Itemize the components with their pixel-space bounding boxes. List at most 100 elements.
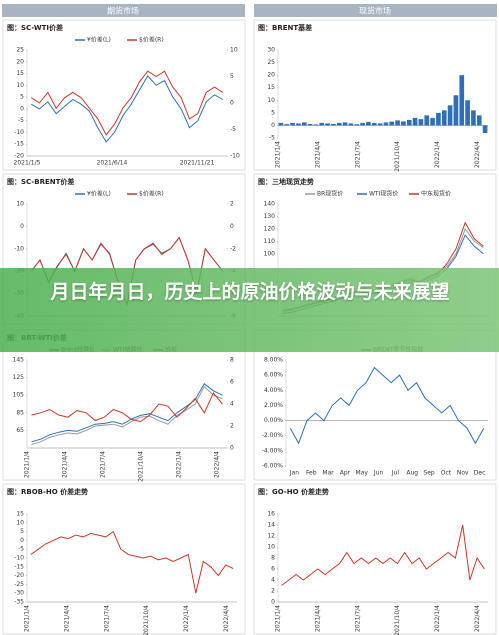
- bar: [319, 122, 325, 126]
- line-series: [30, 75, 224, 143]
- x-tick-label: Feb: [306, 470, 317, 477]
- y-tick-label: 10: [267, 97, 275, 104]
- y-tick-label: 10: [16, 519, 24, 526]
- y-tick-label: 10: [16, 82, 24, 89]
- y-tick-label: -5: [18, 117, 24, 124]
- y-tick-label: 16: [267, 511, 275, 518]
- y-tick-label: 5: [20, 94, 24, 101]
- y-tick-label: 10: [267, 544, 275, 551]
- line-series: [289, 366, 485, 445]
- y-tick-label: 0: [271, 122, 275, 129]
- y-tick-label: -25: [14, 581, 24, 588]
- y-tick-label: 120: [264, 225, 276, 232]
- y-tick-label: 15: [267, 84, 275, 91]
- panel: [2, 19, 246, 171]
- y-tick-label: 5: [20, 528, 24, 535]
- y-tick-label: 130: [264, 213, 276, 220]
- bar: [395, 120, 400, 126]
- bar: [465, 100, 470, 126]
- y-tick-label: -30: [14, 590, 24, 597]
- x-tick-label: Sep: [423, 470, 435, 477]
- x-tick-label: 2021/1/5: [14, 160, 41, 167]
- y-tick-label: 140: [264, 201, 276, 208]
- x-tick-label: 2021/1/4: [24, 605, 31, 632]
- y2-tick-label: -10: [230, 153, 240, 160]
- line-series: [31, 392, 223, 423]
- y-tick-label: -2.00%: [262, 432, 284, 439]
- bar: [383, 122, 389, 126]
- x-tick-label: 2021/7/4: [354, 141, 361, 168]
- y-tick-label: 15: [16, 511, 24, 518]
- bar: [453, 95, 459, 126]
- bar: [313, 124, 319, 126]
- bar: [278, 122, 284, 126]
- x-tick-label: 2022/1/4: [434, 605, 441, 632]
- panel: [253, 19, 497, 171]
- y2-tick-label: 5: [230, 73, 234, 80]
- bar: [284, 124, 290, 126]
- y-tick-label: 6: [271, 566, 275, 573]
- bar: [360, 122, 365, 126]
- y-tick-label: -15: [14, 141, 24, 148]
- bar: [348, 123, 354, 126]
- y-tick-label: 0: [20, 223, 24, 230]
- x-tick-label: Oct: [441, 470, 452, 477]
- section-bar: [254, 4, 497, 17]
- x-tick-label: 2022/4/4: [474, 141, 481, 168]
- y-tick-label: 125: [13, 374, 25, 381]
- bar: [482, 125, 488, 133]
- y-tick-label: -15: [14, 563, 24, 570]
- bar: [447, 105, 453, 126]
- bar: [301, 122, 307, 126]
- bar: [406, 119, 412, 126]
- y-tick-label: 4.00%: [264, 387, 283, 394]
- y-tick-label: -20: [14, 153, 24, 160]
- y-tick-label: 25: [267, 59, 275, 66]
- chart-title: 图：三地现货走势: [258, 177, 314, 186]
- bar: [401, 121, 406, 126]
- y-tick-label: 12: [267, 533, 275, 540]
- x-tick-label: 2022/1/4: [183, 605, 190, 632]
- x-tick-label: Apr: [340, 470, 351, 477]
- bar: [424, 115, 430, 126]
- x-tick-label: Jul: [391, 470, 400, 477]
- x-tick-label: Jun: [373, 470, 384, 477]
- y-tick-label: 85: [16, 409, 24, 416]
- x-tick-label: 2022/4/4: [474, 605, 481, 632]
- y2-tick-label: 2: [230, 423, 234, 430]
- chart-title: 图：SC-WTI价差: [7, 23, 63, 32]
- x-tick-label: Aug: [406, 470, 418, 477]
- y-tick-label: 30: [267, 47, 275, 54]
- banner-title: 月日年月日，历史上的原油价格波动与未来展望: [50, 281, 450, 303]
- y-tick-label: 4: [271, 577, 275, 584]
- y-tick-label: -10: [14, 555, 24, 562]
- y-tick-label: 0: [20, 105, 24, 112]
- y2-tick-label: 8: [230, 357, 234, 364]
- panel: [2, 483, 246, 635]
- panel: [253, 483, 497, 635]
- section-header: 现货市场: [359, 6, 391, 16]
- x-tick-label: 2021/11/21: [180, 160, 215, 167]
- x-tick-label: 2022/1/4: [176, 451, 183, 478]
- y-tick-label: 2.00%: [264, 402, 283, 409]
- line-series: [281, 524, 485, 586]
- line-series: [31, 385, 223, 445]
- chart-title: 图：GO-HO 价差走势: [258, 487, 329, 496]
- y-tick-label: 5: [271, 109, 275, 116]
- y-tick-label: 20: [16, 58, 24, 65]
- bar: [296, 123, 301, 126]
- y-tick-label: -35: [14, 599, 24, 606]
- banner-box: 月日年月日，历史上的原油价格波动与未来展望: [50, 281, 450, 303]
- x-tick-label: 2021/10/4: [394, 141, 401, 172]
- y-tick-label: 0.00%: [264, 417, 283, 424]
- x-tick-label: May: [356, 470, 369, 477]
- y-tick-label: 15: [16, 70, 24, 77]
- bar: [430, 117, 435, 126]
- y-tick-label: 6.00%: [264, 372, 283, 379]
- bar: [441, 110, 447, 126]
- x-tick-label: 2021/7/4: [103, 605, 110, 632]
- y2-tick-label: -5: [230, 126, 236, 133]
- x-tick-label: 2021/4/4: [62, 451, 69, 478]
- y-tick-label: 100: [264, 250, 276, 257]
